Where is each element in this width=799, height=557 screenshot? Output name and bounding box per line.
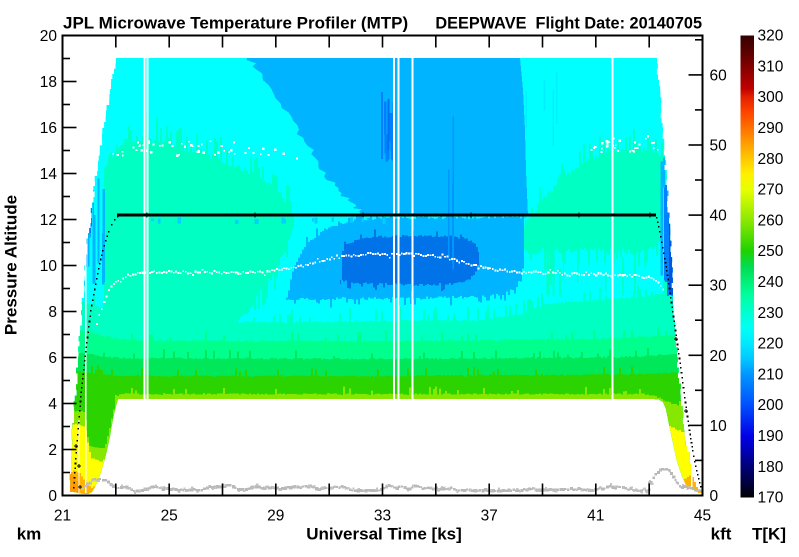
svg-text:220: 220 [758,336,784,353]
svg-text:0: 0 [710,488,719,505]
svg-text:260: 260 [758,212,784,229]
svg-text:200: 200 [758,397,784,414]
svg-text:25: 25 [161,508,178,525]
svg-text:30: 30 [710,278,728,295]
svg-text:10: 10 [40,258,58,275]
svg-text:41: 41 [587,508,604,525]
svg-text:4: 4 [48,396,57,413]
svg-text:21: 21 [54,508,71,525]
svg-text:20: 20 [40,28,58,45]
svg-text:JPL Microwave Temperature Prof: JPL Microwave Temperature Profiler (MTP) [63,14,408,33]
svg-text:16: 16 [40,120,57,137]
svg-text:300: 300 [758,89,784,106]
svg-text:DEEPWAVE Flight Date: 2014070: DEEPWAVE Flight Date: 20140705 [435,15,702,33]
svg-text:2: 2 [48,442,57,459]
svg-text:40: 40 [710,208,728,225]
svg-text:8: 8 [48,304,57,321]
svg-text:km: km [17,525,42,544]
svg-text:180: 180 [758,459,784,476]
svg-text:Universal Time [ks]: Universal Time [ks] [306,525,462,544]
svg-text:20: 20 [710,348,728,365]
svg-text:240: 240 [758,274,784,291]
svg-text:190: 190 [758,428,784,445]
svg-text:320: 320 [758,28,784,45]
svg-text:170: 170 [758,490,784,507]
svg-text:33: 33 [374,508,391,525]
svg-text:50: 50 [710,138,728,155]
svg-text:12: 12 [40,212,57,229]
svg-text:290: 290 [758,120,784,137]
svg-text:T[K]: T[K] [752,525,786,544]
svg-text:18: 18 [40,74,57,91]
svg-text:230: 230 [758,305,784,322]
svg-text:60: 60 [710,67,728,84]
svg-text:Pressure Altitude: Pressure Altitude [2,195,21,335]
svg-text:250: 250 [758,243,784,260]
svg-text:210: 210 [758,366,784,383]
svg-text:310: 310 [758,58,784,75]
svg-text:37: 37 [481,508,498,525]
svg-text:270: 270 [758,182,784,199]
svg-text:280: 280 [758,151,784,168]
svg-text:29: 29 [267,508,284,525]
svg-text:10: 10 [710,418,728,435]
svg-text:kft: kft [711,525,732,544]
svg-text:0: 0 [48,488,57,505]
svg-text:6: 6 [48,350,57,367]
svg-text:45: 45 [694,508,711,525]
svg-text:14: 14 [40,166,58,183]
